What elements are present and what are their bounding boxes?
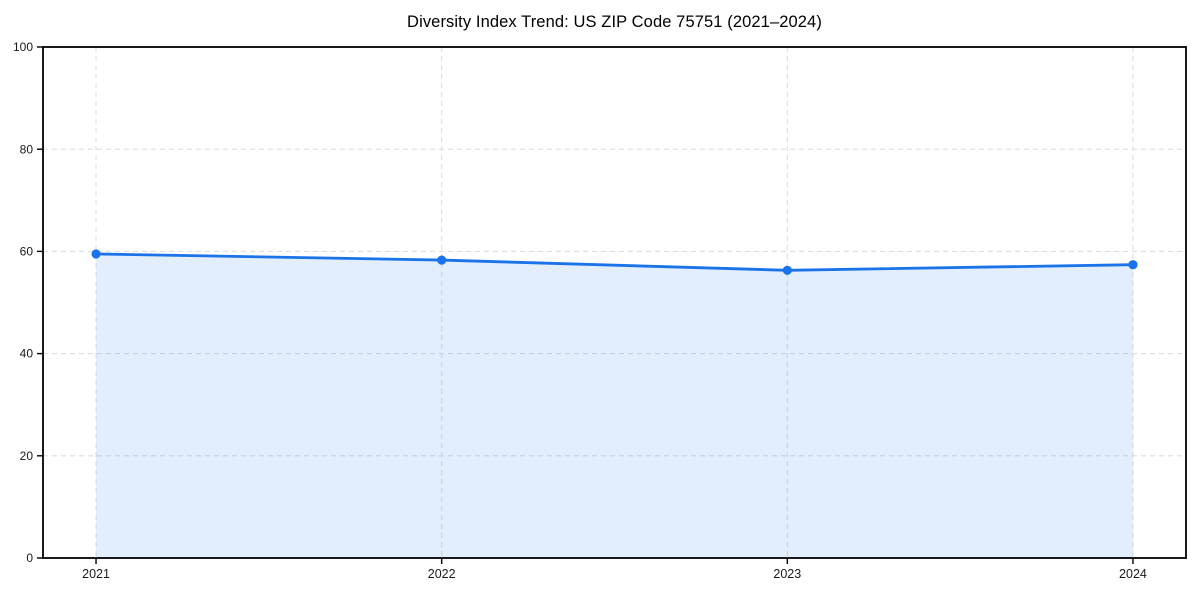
x-tick-label: 2024 <box>1119 567 1147 581</box>
y-tick-label: 60 <box>20 244 34 258</box>
plot-border <box>42 46 1187 559</box>
data-point <box>1128 260 1138 270</box>
data-point <box>782 265 792 275</box>
data-point <box>91 249 101 259</box>
trend-line <box>94 252 1135 272</box>
y-tick-label: 100 <box>13 40 33 54</box>
y-tick-label: 20 <box>20 449 34 463</box>
trend-area-fill <box>96 253 1133 558</box>
data-point <box>437 255 447 265</box>
x-tick-label: 2022 <box>428 567 456 581</box>
x-tick-label: 2023 <box>773 567 801 581</box>
y-tick-label: 40 <box>20 347 34 361</box>
chart-title: Diversity Index Trend: US ZIP Code 75751… <box>407 13 822 31</box>
x-tick-label: 2021 <box>82 567 110 581</box>
y-tick-label: 0 <box>26 551 33 565</box>
y-tick-label: 80 <box>20 142 34 156</box>
